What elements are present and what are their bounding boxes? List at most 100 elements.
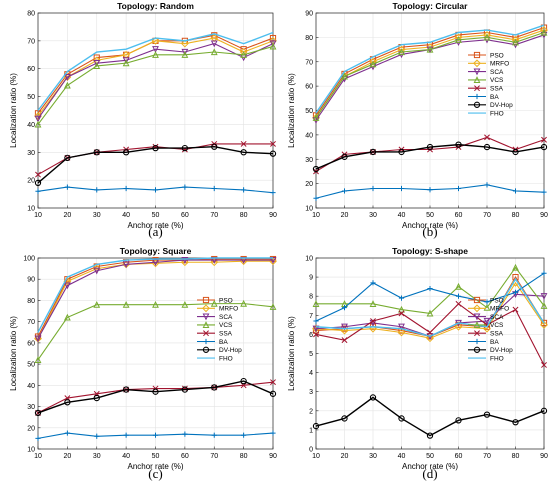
data-point (341, 153, 348, 160)
x-tick-label: 80 (512, 212, 520, 219)
data-point (211, 143, 218, 150)
series-line (37, 45, 274, 125)
y-tick-label: 30 (27, 150, 35, 157)
data-point (123, 185, 129, 192)
data-point (540, 302, 548, 309)
panel-label: (b) (422, 224, 437, 239)
data-point (455, 300, 462, 307)
x-tick-label: 80 (512, 453, 520, 460)
series-ba (35, 184, 276, 196)
legend-marker (473, 346, 481, 353)
data-point (512, 188, 519, 194)
data-point (240, 377, 247, 385)
data-point (426, 432, 434, 439)
legend-entry: DV-Hop (219, 347, 242, 354)
legend-entry: MRFO (490, 306, 509, 313)
data-point (511, 35, 520, 44)
y-axis-label: Localization ratio (%) (9, 73, 18, 148)
data-point (270, 430, 276, 436)
data-point (64, 154, 71, 162)
x-tick-label: 50 (152, 212, 160, 219)
y-tick-label: 100 (23, 256, 35, 263)
data-point (240, 149, 247, 156)
legend-entry: PSO (490, 297, 504, 304)
x-tick-label: 80 (240, 453, 248, 460)
data-point (180, 39, 189, 48)
data-point (182, 431, 188, 437)
data-point (93, 300, 101, 308)
data-point (455, 36, 462, 43)
x-tick-label: 30 (369, 212, 377, 219)
data-point (341, 305, 348, 311)
x-tick-label: 50 (152, 453, 160, 460)
y-tick-label: 40 (27, 122, 35, 129)
legend-entry: SCA (490, 69, 504, 76)
x-tick-label: 90 (540, 212, 548, 219)
data-point (94, 187, 100, 193)
data-point (426, 309, 434, 317)
data-point (181, 300, 189, 308)
series-dv-hop (312, 141, 548, 173)
x-tick-label: 40 (122, 212, 130, 219)
data-point (454, 33, 463, 42)
data-point (270, 140, 276, 147)
legend-marker (473, 313, 481, 321)
data-point (210, 40, 218, 48)
series-fho (37, 31, 274, 111)
data-point (312, 327, 320, 334)
series-line (37, 146, 274, 184)
panel-label: (a) (148, 224, 162, 239)
y-tick-label: 0 (309, 447, 313, 454)
legend-marker (474, 330, 480, 337)
legend-entry: MRFO (219, 306, 238, 313)
chart-title: Topology: S-shape (392, 246, 468, 256)
series-line (315, 396, 545, 437)
x-tick-label: 70 (210, 453, 218, 460)
data-point (211, 432, 217, 438)
legend-marker (473, 68, 481, 76)
data-point (312, 422, 320, 430)
data-point (240, 51, 248, 58)
data-point (270, 190, 276, 196)
data-point (398, 148, 405, 156)
y-tick-label: 9 (309, 275, 313, 282)
data-point (540, 319, 548, 327)
series-fho (37, 257, 273, 333)
data-point (211, 185, 217, 192)
y-tick-label: 5 (309, 351, 313, 358)
legend-marker (473, 304, 481, 313)
data-point (541, 270, 547, 276)
series-line (37, 43, 274, 120)
legend-entry: BA (490, 94, 499, 101)
x-tick-label: 20 (341, 453, 349, 460)
series-vcs (34, 299, 277, 363)
y-tick-label: 80 (305, 35, 313, 42)
legend-marker (474, 93, 480, 100)
data-point (398, 185, 405, 192)
legend-marker (202, 321, 210, 328)
data-point (63, 73, 71, 81)
data-point (64, 399, 71, 406)
data-point (313, 331, 319, 338)
x-tick-label: 90 (269, 212, 277, 219)
data-point (398, 305, 405, 313)
chart-title: Topology: Circular (393, 1, 469, 11)
data-point (426, 43, 434, 52)
legend-marker (202, 304, 210, 313)
legend-entry: PSO (219, 297, 233, 304)
legend-entry: DV-Hop (490, 347, 513, 354)
y-tick-label: 2 (309, 408, 313, 415)
panel-label: (d) (422, 466, 437, 481)
legend-marker (474, 85, 480, 92)
data-point (34, 115, 42, 123)
y-tick-label: 30 (27, 404, 35, 411)
data-point (152, 187, 159, 193)
data-point (541, 362, 547, 368)
data-point (541, 136, 547, 143)
y-tick-label: 10 (305, 206, 313, 213)
data-point (152, 388, 159, 395)
data-point (94, 433, 100, 439)
data-point (269, 40, 277, 48)
series-line (37, 303, 274, 361)
data-point (512, 419, 519, 426)
